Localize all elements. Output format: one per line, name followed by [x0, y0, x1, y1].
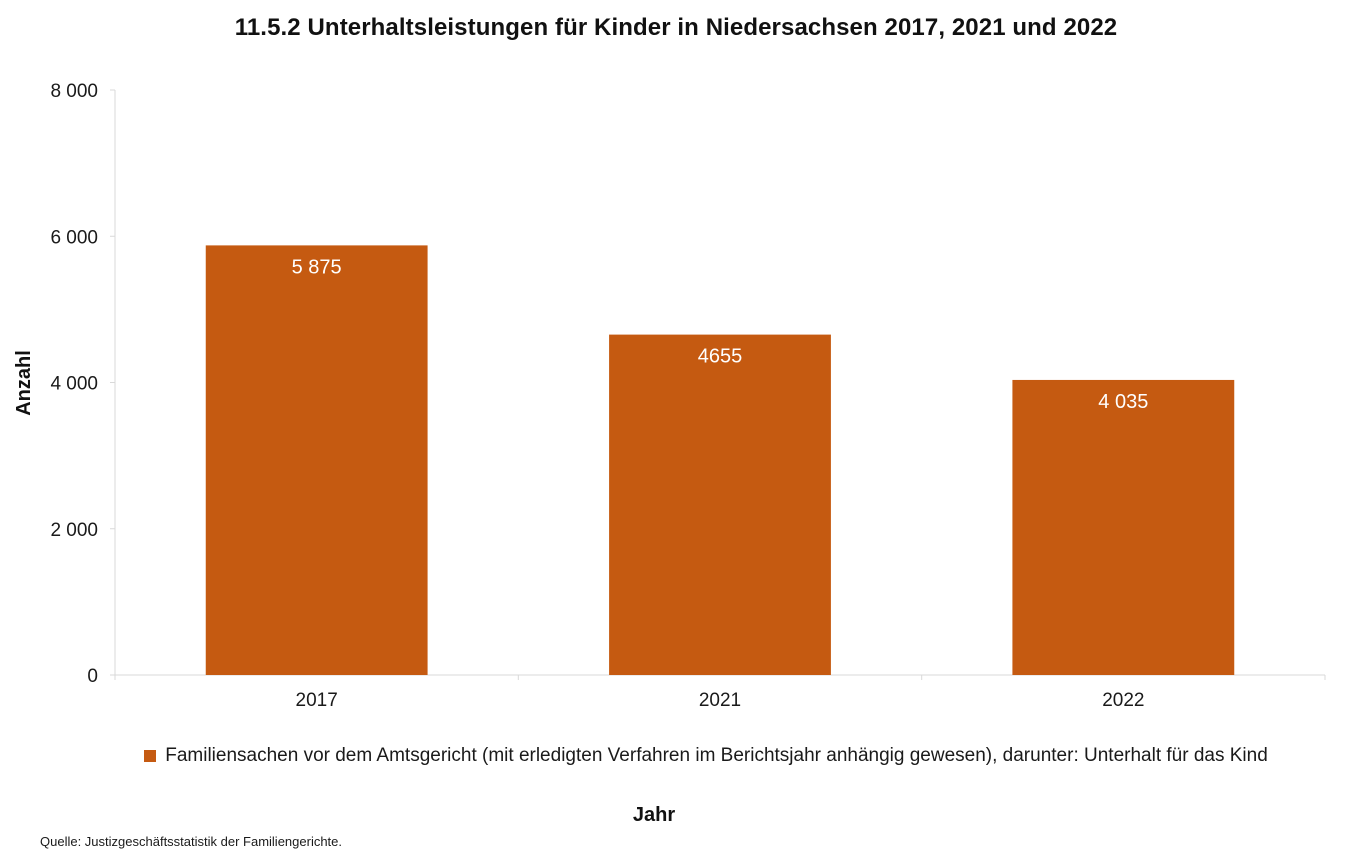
- x-axis-title: Jahr: [632, 804, 676, 826]
- y-tick-label: 2 000: [50, 520, 98, 541]
- source-note: Quelle: Justizgeschäftsstatistik der Fam…: [40, 834, 343, 849]
- y-tick-label: 6 000: [50, 227, 98, 248]
- x-tick-label: 2021: [699, 690, 741, 711]
- legend: Familiensachen vor dem Amtsgericht (mit …: [0, 745, 1352, 767]
- bar-value-label: 4655: [698, 346, 743, 368]
- bar-value-label: 5 875: [292, 256, 342, 278]
- x-tick-label: 2022: [1102, 690, 1144, 711]
- bar-value-label: 4 035: [1098, 391, 1148, 413]
- legend-swatch: [144, 750, 157, 762]
- x-tick-label: 2017: [296, 690, 338, 711]
- y-tick-label: 8 000: [50, 81, 98, 102]
- chart-title: 11.5.2 Unterhaltsleistungen für Kinder i…: [234, 14, 1118, 41]
- y-axis-title: Anzahl: [13, 350, 35, 416]
- y-tick-label: 0: [87, 666, 98, 687]
- bar-chart: 0 2 000 4 000 6 000 8 000 2017 2021 2022 5 875…: [13, 81, 1326, 711]
- bar-2017: [205, 245, 428, 675]
- bar-2021: [609, 334, 831, 675]
- y-tick-label: 4 000: [50, 374, 98, 395]
- x-axis-ticks: 2017 2021 2022: [114, 675, 1326, 711]
- y-axis-ticks: 0 2 000 4 000 6 000 8 000: [50, 81, 115, 687]
- bars: 5 875 4655 4 035: [205, 245, 1235, 675]
- bar-2022: [1012, 379, 1235, 675]
- legend-label: Familiensachen vor dem Amtsgericht (mit …: [165, 745, 1268, 766]
